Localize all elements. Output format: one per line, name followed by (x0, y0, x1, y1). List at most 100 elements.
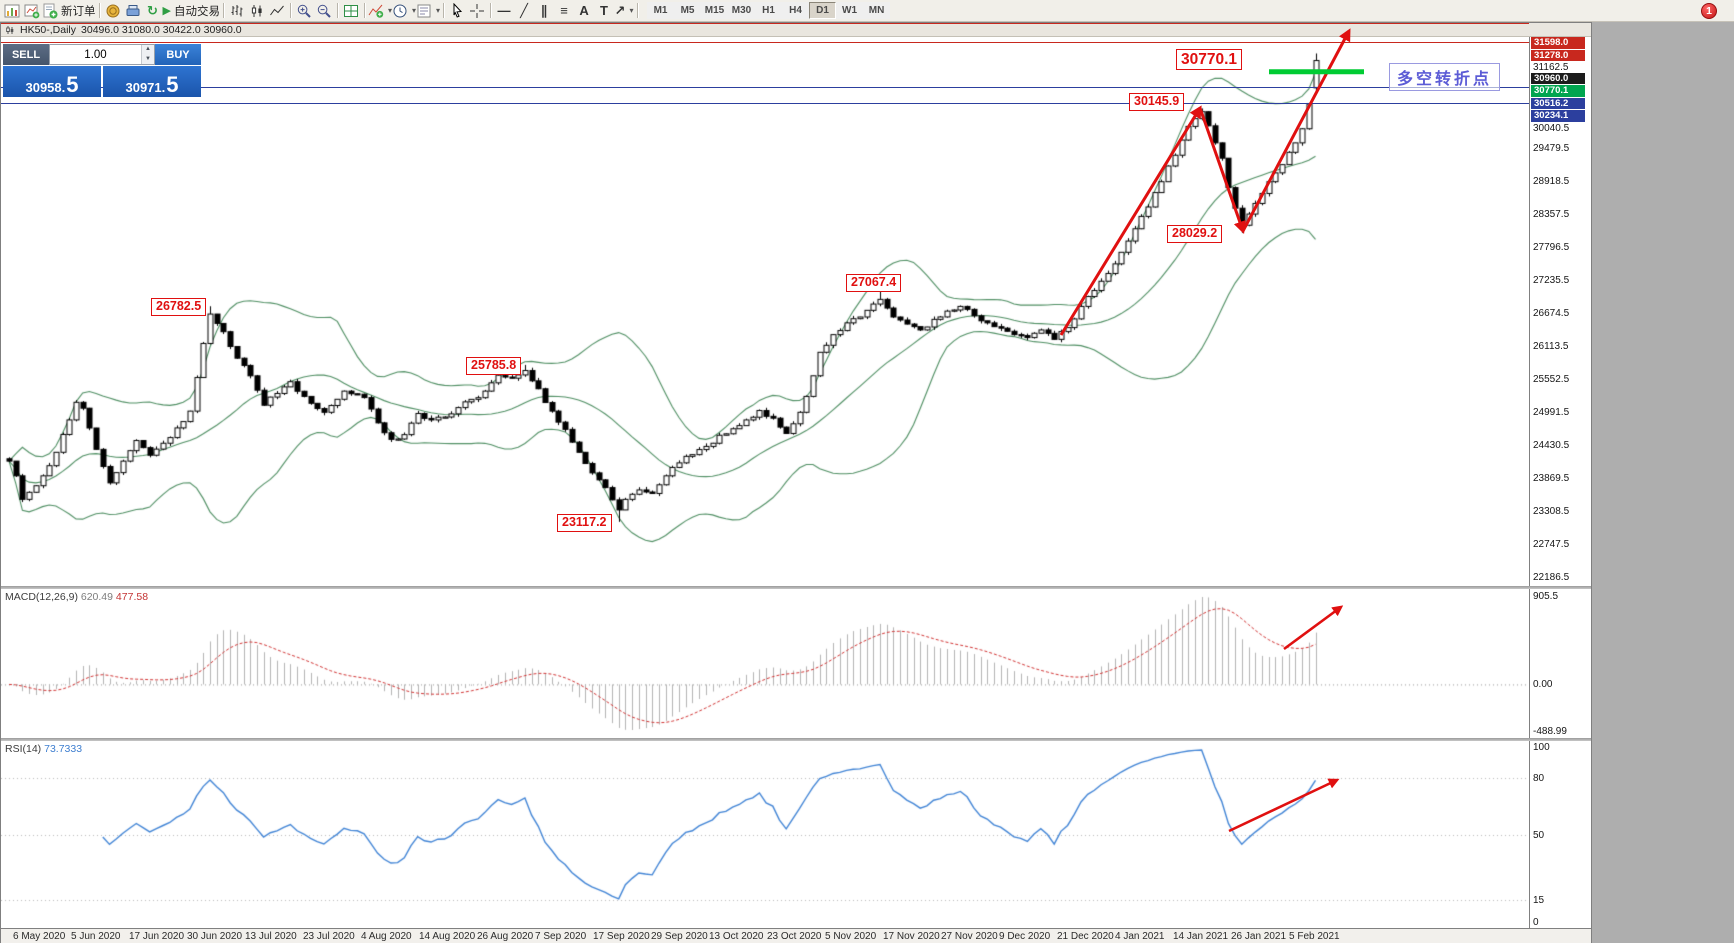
date-label: 30 Jun 2020 (187, 931, 243, 942)
date-label: 5 Jun 2020 (71, 931, 121, 942)
date-label: 26 Jan 2021 (1231, 931, 1287, 942)
pane-separator[interactable] (1, 586, 1591, 589)
toolbar-separator (98, 3, 100, 18)
price-badge-green-support-line: 30770.1 (1531, 85, 1585, 97)
price-annotation-25785.8[interactable]: 25785.8 (466, 357, 522, 375)
sell-price-int: 30958. (25, 79, 66, 95)
buy-price-button[interactable]: 30971. 5 (103, 66, 201, 97)
rsi-canvas[interactable] (1, 741, 1529, 928)
price-axis-label: 26113.5 (1533, 340, 1569, 352)
cursor-icon[interactable] (447, 1, 467, 21)
sell-button[interactable]: SELL (3, 44, 49, 65)
price-axis-label: 27235.5 (1533, 274, 1570, 286)
lot-decrease-button[interactable]: ▼ (142, 54, 154, 64)
timeframe-button-MN[interactable]: MN (863, 2, 891, 19)
indicators-icon[interactable]: ▾ (368, 1, 392, 21)
toolbar-separator (443, 3, 445, 18)
timeframe-button-W1[interactable]: W1 (836, 2, 864, 19)
autotrading-button[interactable]: ▶ 自动交易 (163, 1, 220, 21)
date-label: 5 Nov 2020 (825, 931, 877, 942)
price-axis-label: 31162.5 (1533, 62, 1569, 73)
line-chart-mode-icon[interactable] (267, 1, 287, 21)
date-label: 17 Nov 2020 (883, 931, 940, 942)
price-axis-label: 28918.5 (1533, 175, 1570, 187)
arrows-tool-icon[interactable]: ↗ ▾ (614, 2, 634, 18)
timeframe-button-M15[interactable]: M15 (701, 2, 729, 19)
timeframe-clock-icon[interactable]: ▾ (392, 1, 416, 21)
new-chart-icon[interactable] (22, 1, 42, 21)
toolbar-separator (490, 3, 492, 18)
data-window-icon[interactable] (123, 1, 143, 21)
date-label: 4 Aug 2020 (361, 931, 412, 942)
toolbar-separator (363, 3, 365, 18)
date-label: 7 Sep 2020 (535, 931, 587, 942)
timeframe-button-M5[interactable]: M5 (674, 2, 702, 19)
price-badge-red-price-line: 31278.0 (1531, 49, 1585, 62)
price-annotation-30770.1[interactable]: 30770.1 (1176, 49, 1243, 71)
buy-price-frac: 5 (166, 72, 179, 98)
pane-separator[interactable] (1, 738, 1591, 741)
zoom-out-icon[interactable] (314, 1, 334, 21)
buy-button[interactable]: BUY (155, 44, 201, 65)
rsi-axis-label: 0 (1533, 917, 1539, 928)
price-axis-label: 23308.5 (1533, 505, 1570, 517)
timeframe-button-D1[interactable]: D1 (809, 2, 837, 19)
channel-tool-icon[interactable]: ∥ (540, 2, 548, 18)
timeframe-button-H1[interactable]: H1 (755, 2, 783, 19)
price-annotation-23117.2[interactable]: 23117.2 (557, 514, 612, 532)
price-annotation-27067.4[interactable]: 27067.4 (846, 274, 902, 292)
chart-title-bar[interactable]: HK50-,Daily 30496.0 31080.0 30422.0 3096… (1, 23, 1591, 37)
templates-icon[interactable]: ▾ (416, 1, 440, 21)
lot-increase-button[interactable]: ▲ (142, 45, 154, 55)
timeframe-button-H4[interactable]: H4 (782, 2, 810, 19)
price-line-31598[interactable] (1, 23, 1529, 24)
notification-badge[interactable]: 1 (1701, 3, 1717, 19)
fibonacci-tool-icon[interactable]: ≡ (560, 3, 568, 18)
autotrading-label: 自动交易 (173, 5, 220, 18)
sell-price-button[interactable]: 30958. 5 (3, 66, 101, 97)
date-label: 26 Aug 2020 (477, 931, 534, 942)
workspace-background (1592, 22, 1734, 943)
sell-price-frac: 5 (66, 72, 79, 98)
timeframe-button-M30[interactable]: M30 (728, 2, 756, 19)
candlestick-mode-icon[interactable] (247, 1, 267, 21)
bar-chart-mode-icon[interactable] (227, 1, 247, 21)
date-label: 27 Nov 2020 (941, 931, 998, 942)
price-chart-canvas[interactable] (1, 37, 1529, 586)
date-label: 14 Jan 2021 (1173, 931, 1229, 942)
text-tool-icon[interactable]: A (579, 3, 589, 18)
zoom-in-icon[interactable] (294, 1, 314, 21)
price-axis-label: 27796.5 (1533, 241, 1570, 253)
turning-point-label[interactable]: 多空转折点 (1389, 63, 1501, 91)
macd-canvas[interactable] (1, 589, 1529, 738)
price-axis-label: 23869.5 (1533, 472, 1570, 484)
toolbar-separator (222, 3, 224, 18)
trendline-tool-icon[interactable]: ╱ (520, 2, 528, 18)
rsi-axis-label: 100 (1533, 742, 1550, 753)
price-line-31278[interactable] (1, 42, 1529, 43)
price-line-30516.2[interactable] (1, 87, 1529, 88)
price-annotation-26782.5[interactable]: 26782.5 (151, 298, 207, 316)
rsi-axis-label: 50 (1533, 829, 1545, 841)
chart-title-ohlc: 30496.0 31080.0 30422.0 30960.0 (81, 23, 242, 36)
lot-size-input[interactable] (50, 45, 141, 64)
chart-window: HK50-,Daily 30496.0 31080.0 30422.0 3096… (0, 22, 1592, 943)
date-label: 9 Dec 2020 (999, 931, 1051, 942)
timeframe-button-M1[interactable]: M1 (647, 2, 675, 19)
crosshair-icon[interactable] (467, 1, 487, 21)
rsi-axis-label: 80 (1533, 773, 1545, 785)
history-center-icon[interactable] (103, 1, 123, 21)
tile-windows-icon[interactable] (341, 1, 361, 21)
price-annotation-30145.9[interactable]: 30145.9 (1129, 93, 1185, 111)
price-annotation-28029.2[interactable]: 28029.2 (1167, 225, 1223, 243)
price-line-30234.1[interactable] (1, 103, 1529, 104)
new-order-button[interactable]: 新订单 (42, 1, 96, 21)
one-click-trading-panel: SELL ▲ ▼ BUY 30958.5 30971.5 (3, 44, 201, 97)
refresh-icon[interactable]: ↻ (147, 2, 158, 18)
text-label-tool-icon[interactable]: T (600, 3, 608, 18)
rsi-axis-label: 15 (1533, 894, 1545, 906)
date-label: 17 Sep 2020 (593, 931, 650, 942)
autotrading-play-icon: ▶ (162, 5, 171, 17)
horizontal-line-tool-icon[interactable]: — (497, 3, 511, 18)
chart-window-icon[interactable] (2, 1, 22, 21)
